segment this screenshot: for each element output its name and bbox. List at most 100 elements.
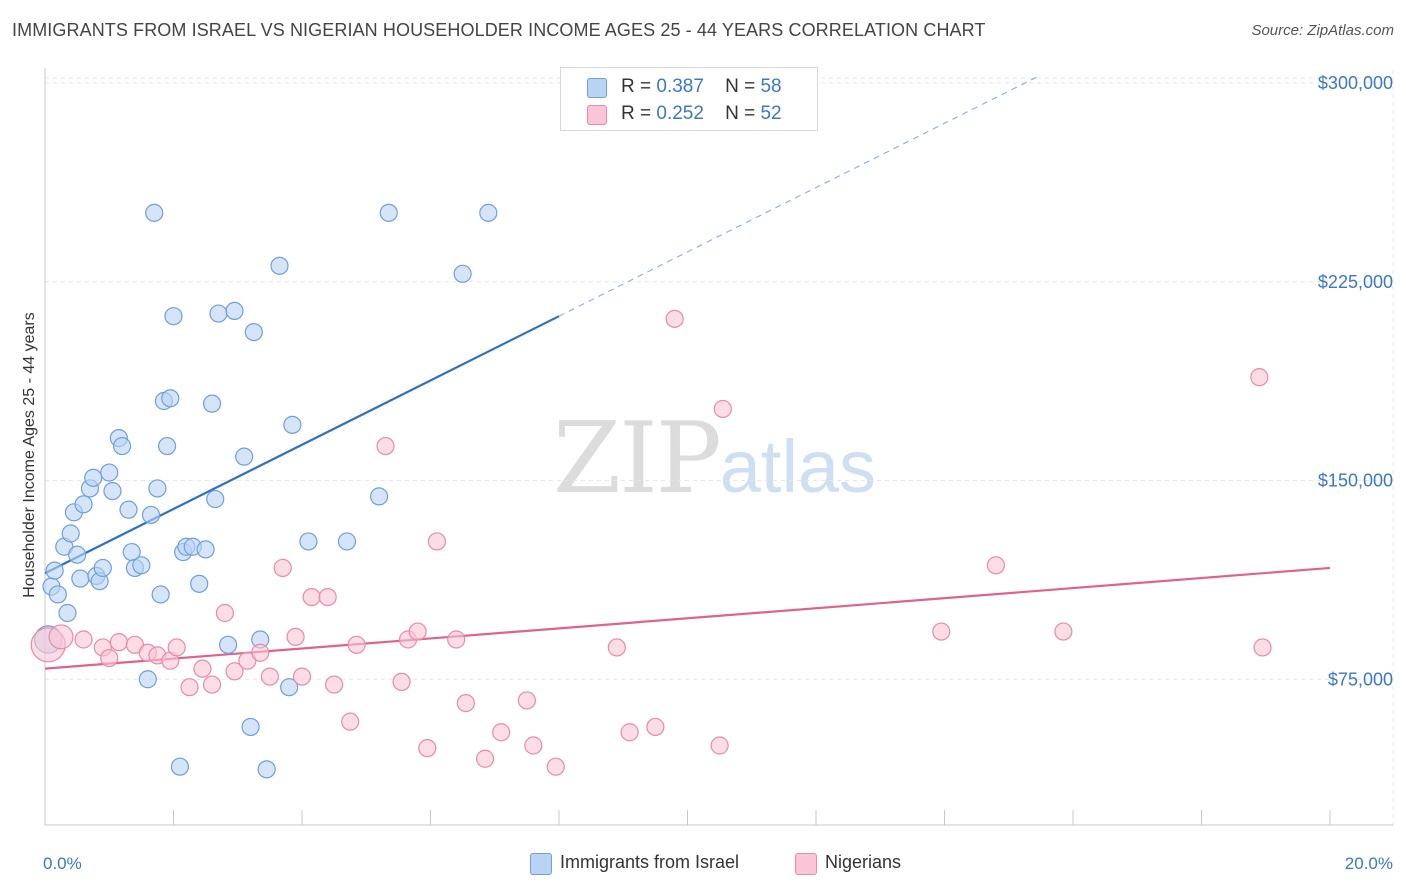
point-israel: [71, 569, 90, 588]
point-nigeria: [524, 736, 543, 755]
point-nigeria: [48, 624, 74, 650]
point-israel: [209, 304, 228, 323]
point-nigeria: [932, 622, 951, 641]
point-nigeria: [225, 662, 244, 681]
trendline-israel-extension: [558, 74, 1042, 317]
point-israel: [112, 436, 132, 456]
point-israel: [138, 670, 157, 689]
point-israel: [379, 203, 398, 222]
trendline-israel: [44, 315, 560, 575]
point-nigeria: [1253, 638, 1272, 657]
point-israel: [58, 603, 77, 623]
point-nigeria: [273, 558, 292, 578]
point-nigeria: [193, 659, 212, 678]
point-israel: [244, 323, 263, 342]
point-israel: [84, 468, 103, 487]
point-nigeria: [408, 622, 427, 641]
legend-n-value-israel: 58: [760, 76, 782, 97]
point-israel: [479, 203, 498, 222]
point-israel: [206, 489, 225, 509]
point-israel: [225, 301, 244, 320]
point-israel: [270, 256, 289, 275]
point-israel: [337, 532, 357, 551]
point-nigeria: [286, 627, 305, 646]
point-nigeria: [607, 638, 626, 657]
point-israel: [119, 500, 138, 519]
legend-r-label-israel: R =: [621, 76, 652, 97]
legend-n-label-israel: N =: [725, 76, 756, 97]
y-tick-label: $75,000: [1328, 669, 1393, 689]
point-nigeria: [100, 648, 119, 668]
point-israel: [74, 495, 93, 514]
point-israel: [219, 635, 238, 654]
point-nigeria: [1250, 368, 1269, 387]
chart-title: IMMIGRANTS FROM ISRAEL VS NIGERIAN HOUSE…: [12, 20, 986, 40]
point-israel: [93, 558, 112, 578]
point-nigeria: [447, 630, 466, 649]
point-nigeria: [251, 643, 270, 662]
point-israel: [45, 561, 64, 580]
trend-lines: [44, 74, 1331, 670]
y-tick-label: $150,000: [1318, 471, 1393, 491]
point-nigeria: [74, 630, 93, 649]
point-nigeria: [109, 633, 128, 652]
point-nigeria: [215, 603, 234, 623]
point-israel: [141, 505, 161, 525]
legend-r-value-israel: 0.387: [656, 76, 704, 97]
legend-n-value-nigeria: 52: [760, 103, 782, 124]
point-israel: [48, 585, 67, 604]
point-israel: [157, 436, 177, 456]
point-israel: [235, 447, 254, 466]
point-nigeria: [456, 693, 475, 713]
point-nigeria: [347, 635, 366, 654]
point-nigeria: [646, 717, 665, 737]
bottom-legend-label-israel: Immigrants from Israel: [560, 852, 740, 872]
point-israel: [161, 389, 180, 408]
legend-r-value-nigeria: 0.252: [656, 103, 704, 124]
legend-n-label-nigeria: N =: [725, 103, 756, 124]
point-nigeria: [517, 691, 536, 710]
bottom-legend-swatch-nigeria: [795, 853, 817, 875]
point-israel: [283, 415, 302, 434]
point-nigeria: [492, 723, 511, 742]
point-nigeria: [325, 675, 344, 694]
point-nigeria: [427, 532, 447, 551]
point-israel: [196, 540, 215, 559]
point-nigeria: [418, 739, 437, 758]
watermark-zip: ZIP: [553, 402, 722, 516]
point-israel: [132, 556, 151, 575]
tick-labels: $75,000 $150,000 $225,000 $300,000 0.0% 20.0%: [43, 73, 1393, 873]
point-israel: [68, 545, 87, 564]
legend-swatch-nigeria: [587, 105, 607, 125]
source-credit: Source: ZipAtlas.com: [1251, 22, 1394, 39]
point-nigeria: [302, 587, 321, 607]
point-nigeria: [546, 757, 565, 776]
point-israel: [170, 757, 190, 776]
axes: [44, 68, 1393, 826]
legend-swatch-israel: [587, 78, 607, 98]
point-nigeria: [620, 723, 639, 742]
point-israel: [61, 524, 80, 543]
point-israel: [453, 264, 472, 283]
grid-lines: [45, 70, 1394, 825]
point-nigeria: [202, 675, 222, 694]
point-nigeria: [260, 667, 279, 686]
point-nigeria: [392, 672, 411, 692]
point-israel: [299, 532, 318, 551]
point-israel: [241, 717, 260, 737]
x-tick-label-max: 20.0%: [1345, 854, 1393, 873]
y-tick-label: $225,000: [1318, 272, 1393, 292]
point-nigeria: [476, 749, 495, 768]
point-israel: [280, 678, 299, 697]
point-israel: [190, 574, 209, 593]
point-israel: [148, 479, 167, 498]
zipatlas-watermark: ZIPatlas: [553, 402, 876, 516]
watermark-atlas: atlas: [719, 425, 877, 508]
point-nigeria: [710, 736, 729, 755]
point-israel: [103, 482, 122, 501]
legend-r-label-nigeria: R =: [621, 103, 652, 124]
point-nigeria: [665, 309, 684, 328]
trendline-nigeria: [44, 566, 1331, 670]
point-israel: [151, 585, 170, 604]
